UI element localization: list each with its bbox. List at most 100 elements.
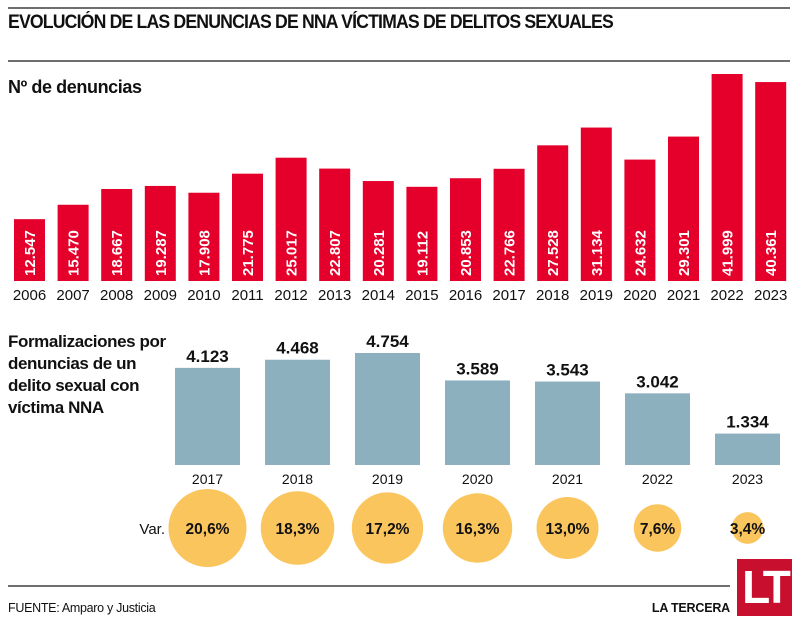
bar-2022 — [711, 74, 743, 281]
x-tick-label-2012: 2012 — [274, 287, 307, 304]
bar-2021 — [535, 381, 600, 465]
x-tick-label-2021: 2021 — [667, 287, 700, 304]
bar-value-label-2023: 40.361 — [763, 230, 780, 276]
x-tick-label-2022: 2022 — [710, 287, 743, 304]
variation-label-2023: 3,4% — [730, 521, 766, 538]
variation-circle-2019 — [351, 492, 424, 564]
variation-circle-2022 — [633, 504, 682, 552]
variation-circles: 20,6% 18,3% 17,2% 16,3% 13,0% 7,6% 3,4% Var. — [139, 488, 766, 568]
bar-value-label-2011: 21.775 — [240, 230, 257, 276]
variation-label-2022: 7,6% — [640, 521, 676, 538]
x-tick-label-2010: 2010 — [187, 287, 220, 304]
x-tick-label-2013: 2013 — [318, 287, 351, 304]
bar-2020 — [624, 159, 656, 281]
bar-2014 — [362, 181, 394, 281]
x-tick-label-2015: 2015 — [405, 287, 438, 304]
variation-label-2018: 18,3% — [276, 521, 320, 538]
x-tick-label-2014: 2014 — [362, 287, 395, 304]
x-tick-label-2017: 2017 — [492, 287, 525, 304]
bar-value-label-2012: 25.017 — [284, 230, 301, 276]
bar-value-label-2007: 15.470 — [66, 230, 83, 276]
bar-value-label-2013: 22.807 — [327, 230, 344, 276]
bar-value-label-2009: 19.287 — [153, 230, 170, 276]
bar-value-label-2017: 22.766 — [502, 230, 519, 276]
bar-2011 — [232, 173, 263, 281]
denuncias-chart-title: Nº de denuncias — [8, 77, 142, 97]
x-tick-label-2018: 2018 — [282, 471, 313, 487]
bar-value-label-2018: 27.528 — [545, 230, 562, 276]
variation-label-2021: 13,0% — [546, 521, 590, 538]
denuncias-bar-chart: 12.547 2006 15.470 2007 18.667 2008 19.287 2009… — [13, 74, 787, 304]
variation-label-2020: 16,3% — [456, 521, 500, 538]
bar-value-label-2016: 20.853 — [458, 230, 475, 276]
variation-circle-2020 — [442, 493, 513, 563]
variation-circle-2017 — [168, 488, 247, 568]
bar-value-label-2018: 4.468 — [276, 339, 319, 358]
bar-value-label-2020: 24.632 — [632, 230, 649, 276]
x-tick-label-2008: 2008 — [100, 287, 133, 304]
bar-2017 — [175, 367, 240, 465]
x-tick-label-2019: 2019 — [372, 471, 403, 487]
x-tick-label-2016: 2016 — [449, 287, 482, 304]
bar-2018 — [537, 145, 569, 281]
bar-2017 — [493, 168, 525, 281]
bar-value-label-2014: 20.281 — [371, 230, 388, 276]
bar-2019 — [580, 127, 612, 281]
bar-value-label-2015: 19.112 — [414, 231, 431, 276]
bar-2013 — [319, 168, 351, 281]
la-tercera-logo-icon: LT — [737, 559, 792, 616]
bar-2015 — [406, 186, 438, 281]
bar-value-label-2022: 3.042 — [636, 372, 679, 391]
bar-2009 — [144, 185, 176, 281]
bar-2023 — [715, 433, 780, 465]
x-tick-label-2020: 2020 — [462, 471, 493, 487]
formalizaciones-chart-title: Formalizaciones por denuncias de un deli… — [8, 332, 166, 417]
x-tick-label-2011: 2011 — [231, 287, 263, 304]
x-tick-label-2018: 2018 — [536, 287, 569, 304]
source-note: FUENTE: Amparo y Justicia — [8, 601, 156, 615]
variation-circle-2023 — [731, 512, 764, 544]
bar-value-label-2023: 1.334 — [726, 413, 769, 432]
bar-2012 — [275, 157, 307, 281]
x-tick-label-2022: 2022 — [642, 471, 673, 487]
x-tick-label-2006: 2006 — [13, 287, 46, 304]
bar-value-label-2010: 17.908 — [196, 230, 213, 276]
x-tick-label-2021: 2021 — [552, 471, 583, 487]
page-title: EVOLUCIÓN DE LAS DENUNCIAS DE NNA VÍCTIM… — [8, 12, 614, 33]
bar-2023 — [755, 82, 787, 282]
bar-value-label-2006: 12.547 — [22, 230, 39, 276]
bar-2010 — [188, 192, 220, 281]
x-tick-label-2019: 2019 — [580, 287, 613, 304]
bar-2020 — [445, 380, 510, 465]
variation-circle-2018 — [260, 491, 335, 565]
bar-2016 — [450, 178, 481, 281]
title-rule — [8, 60, 790, 62]
x-tick-label-2017: 2017 — [192, 471, 223, 487]
bar-2019 — [355, 353, 420, 465]
variation-row-label: Var. — [139, 521, 165, 538]
variation-label-2019: 17,2% — [366, 521, 410, 538]
bar-2007 — [57, 204, 89, 281]
x-tick-label-2007: 2007 — [56, 287, 89, 304]
x-tick-label-2023: 2023 — [732, 471, 763, 487]
footer-rule — [8, 585, 730, 587]
bar-value-label-2021: 29.301 — [676, 230, 693, 276]
formalizaciones-bar-chart: 4.123 2017 4.468 2018 4.754 2019 3.589 2020 3.54… — [175, 332, 780, 487]
variation-label-2017: 20,6% — [186, 521, 230, 538]
bar-value-label-2019: 31.134 — [589, 229, 606, 276]
bar-2022 — [625, 393, 690, 465]
brand-name: LA TERCERA — [651, 601, 730, 615]
variation-circle-2021 — [536, 496, 599, 560]
x-tick-label-2009: 2009 — [144, 287, 177, 304]
bar-value-label-2020: 3.589 — [456, 359, 499, 378]
bar-value-label-2008: 18.667 — [109, 230, 126, 276]
bar-2021 — [668, 136, 699, 281]
top-rule — [8, 7, 790, 9]
bar-2018 — [265, 359, 330, 465]
bar-2006 — [14, 219, 45, 281]
bar-value-label-2019: 4.754 — [366, 332, 409, 351]
x-tick-label-2023: 2023 — [754, 287, 787, 304]
bar-value-label-2021: 3.543 — [546, 361, 589, 380]
bar-value-label-2022: 41.999 — [720, 230, 737, 276]
